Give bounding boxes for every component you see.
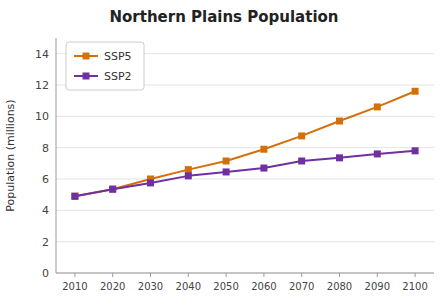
- x-tick: [226, 273, 227, 277]
- plot-area: [71, 88, 418, 200]
- chart-container: Northern Plains Population Population (mi…: [0, 0, 448, 305]
- series-marker: [336, 154, 343, 161]
- series-marker: [185, 166, 192, 173]
- legend: SSP5 SSP2: [66, 42, 144, 90]
- y-axis-label: Population (millions): [4, 99, 17, 211]
- x-tick: [150, 273, 151, 277]
- x-tick: [377, 273, 378, 277]
- x-tick-label: 2080: [327, 281, 352, 292]
- x-tick-label: 2040: [176, 281, 201, 292]
- series-marker: [260, 165, 267, 172]
- x-tick: [415, 273, 416, 277]
- x-tick-label: 2100: [402, 281, 427, 292]
- series-marker: [336, 118, 343, 125]
- x-tick-label: 2060: [251, 281, 276, 292]
- series-marker: [260, 146, 267, 153]
- y-tick-label: 4: [42, 204, 49, 217]
- series-marker: [71, 193, 78, 200]
- series-marker: [71, 193, 78, 200]
- grid-line: [56, 210, 434, 211]
- series-marker: [185, 172, 192, 179]
- y-axis-line: [56, 38, 57, 273]
- series-marker: [223, 168, 230, 175]
- series-marker: [109, 186, 116, 193]
- title: Northern Plains Population: [109, 8, 338, 26]
- x-tick: [263, 273, 264, 277]
- series-marker: [298, 157, 305, 164]
- x-tick-label: 2090: [365, 281, 390, 292]
- y-tick-label: 12: [35, 79, 49, 92]
- y-tick-label: 2: [42, 236, 49, 249]
- x-tick-label: 2010: [62, 281, 87, 292]
- legend-marker: [83, 53, 90, 60]
- series-marker: [147, 179, 154, 186]
- y-tick-label: 14: [35, 48, 49, 61]
- x-tick: [188, 273, 189, 277]
- grid-line: [56, 147, 434, 148]
- x-tick-label: 2020: [100, 281, 125, 292]
- x-tick: [112, 273, 113, 277]
- x-tick: [301, 273, 302, 277]
- series-marker: [412, 147, 419, 154]
- series-line: [75, 151, 415, 196]
- legend-label: SSP5: [104, 50, 132, 63]
- grid-line: [56, 273, 434, 274]
- grid-line: [56, 241, 434, 242]
- x-tick-label: 2030: [138, 281, 163, 292]
- chart: Northern Plains Population Population (mi…: [0, 0, 448, 305]
- series-line: [75, 91, 415, 196]
- y-tick-label: 8: [42, 142, 49, 155]
- y-tick-label: 6: [42, 173, 49, 186]
- x-axis-line: [56, 273, 434, 274]
- legend-box: [66, 42, 144, 90]
- series-marker: [109, 186, 116, 193]
- x-tick: [339, 273, 340, 277]
- y-tick-label: 10: [35, 110, 49, 123]
- grid-line: [56, 116, 434, 117]
- y-tick-label: 0: [42, 267, 49, 280]
- series-marker: [374, 150, 381, 157]
- series-marker: [223, 157, 230, 164]
- legend-label: SSP2: [104, 70, 132, 83]
- legend-marker: [83, 73, 90, 80]
- series-marker: [412, 88, 419, 95]
- x-tick-label: 2070: [289, 281, 314, 292]
- x-tick-label: 2050: [213, 281, 238, 292]
- grid-line: [56, 179, 434, 180]
- x-tick: [74, 273, 75, 277]
- x-axis: 2010 2020 2030 2040 2050 2060 2070 2080 2090 2100: [62, 273, 428, 292]
- series-marker: [374, 103, 381, 110]
- series-marker: [298, 132, 305, 139]
